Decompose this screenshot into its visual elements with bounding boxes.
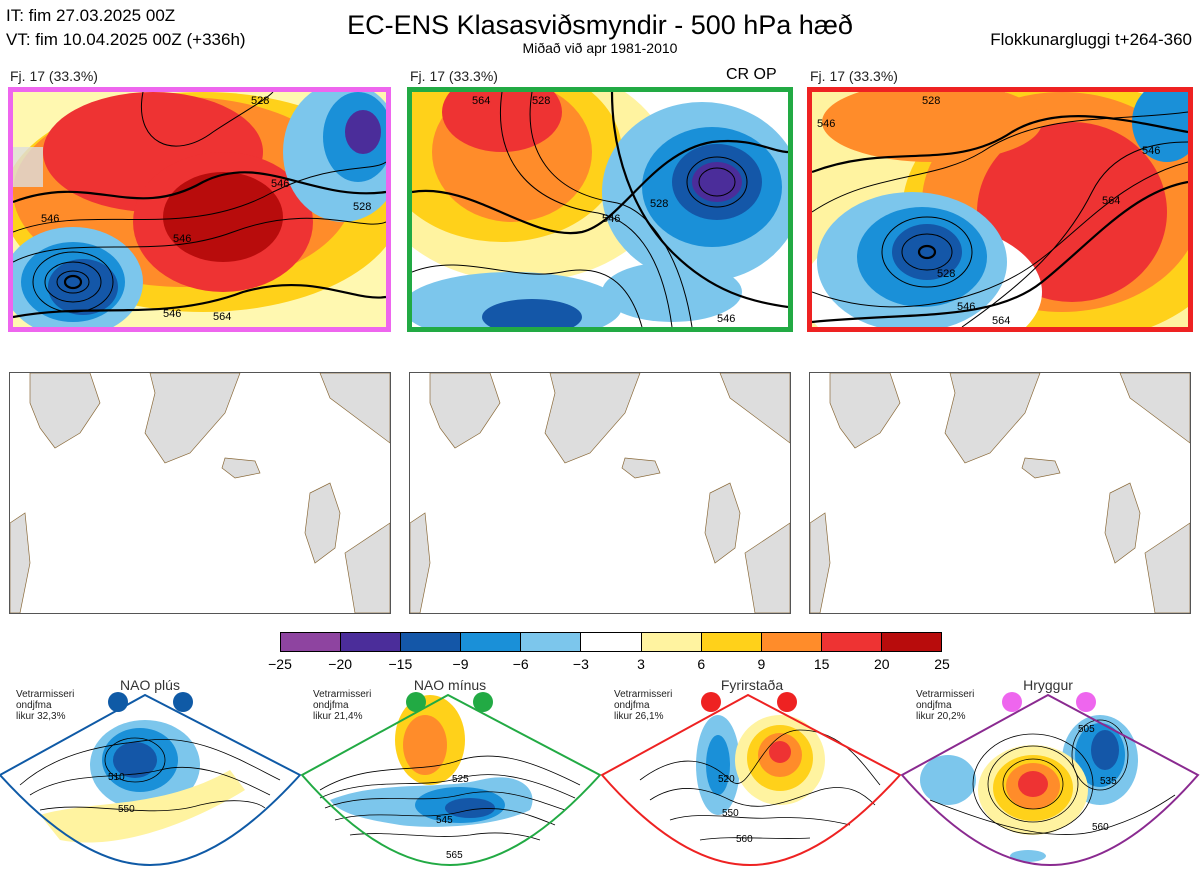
colorbar-bin [341, 633, 402, 651]
colorbar-bin [701, 633, 762, 651]
contour-label: 545 [436, 815, 453, 826]
cluster-map-3: 528 546 528 546 564 546 564 [807, 87, 1193, 332]
panel-2-label: Fj. 17 (33.3%) [410, 68, 498, 84]
contour-label: 510 [108, 772, 125, 783]
cluster-map-1: 546 528 546 546 564 546 528 [8, 87, 391, 332]
contour-label: 528 [532, 95, 550, 107]
contour-label: 546 [602, 213, 620, 225]
page-subtitle: Miðað við apr 1981-2010 [522, 40, 678, 56]
colorbar-bin [761, 633, 822, 651]
regime-note-blocking: Vetrarmisseri ondjfma likur 26,1% [614, 689, 673, 722]
regime-title-nao-minus: NAO mínus [413, 677, 487, 693]
colorbar-tick-label: 6 [697, 656, 706, 672]
contour-label: 550 [118, 804, 135, 815]
panel-1-label: Fj. 17 (33.3%) [10, 68, 98, 84]
regime-maps: 510 550 525 545 565 [0, 692, 1200, 867]
regime-note-ridge: Vetrarmisseri ondjfma likur 20,2% [916, 689, 975, 722]
colorbar-bin [641, 633, 702, 651]
regime-map-nao-plus: 510 550 [0, 692, 302, 867]
contour-label: 520 [718, 774, 735, 785]
colorbar-bin [821, 633, 882, 651]
colorbar-bin [401, 633, 462, 651]
initial-time: IT: fim 27.03.2025 00Z [6, 6, 176, 25]
contour-label: 546 [817, 118, 835, 130]
contour-label: 546 [173, 233, 191, 245]
colorbar-tick-label: 25 [934, 656, 950, 672]
basemap-1 [9, 372, 391, 614]
contour-label: 565 [446, 850, 463, 861]
regime-title-nao-plus: NAO plús [120, 677, 180, 693]
contour-label: 546 [717, 313, 735, 325]
contour-label: 564 [472, 95, 490, 107]
panel-3-label: Fj. 17 (33.3%) [810, 68, 898, 84]
contour-label: 564 [1102, 195, 1120, 207]
contour-label: 564 [992, 315, 1010, 327]
contour-label: 546 [957, 301, 975, 313]
contour-label: 528 [251, 95, 269, 107]
cluster-map-2: 564 528 546 528 546 [407, 87, 793, 332]
contour-label: 505 [1078, 724, 1095, 735]
colorbar-tick-label: 9 [757, 656, 766, 672]
colorbar-bin [281, 633, 342, 651]
colorbar-tick-label: 3 [637, 656, 645, 672]
regime-map-ridge: 505 535 560 [900, 692, 1200, 867]
valid-time: VT: fim 10.04.2025 00Z (+336h) [6, 30, 246, 49]
contour-label: 528 [937, 268, 955, 280]
regime-map-nao-minus: 525 545 565 [300, 692, 602, 867]
regime-title-blocking: Fyrirstaða [720, 677, 784, 693]
colorbar [280, 632, 942, 652]
basemap-3 [809, 372, 1191, 614]
colorbar-tick-label: −20 [328, 656, 353, 672]
page-title: EC-ENS Klasasviðsmyndir - 500 hPa hæð [347, 10, 853, 40]
colorbar-tick-label: −6 [512, 656, 529, 672]
contour-label: 546 [41, 213, 59, 225]
contour-label: 535 [1100, 776, 1117, 787]
contour-label: 546 [163, 308, 181, 320]
contour-label: 528 [650, 198, 668, 210]
contour-label: 525 [452, 774, 469, 785]
colorbar-tick-label: 15 [813, 656, 830, 672]
contour-label: 550 [722, 808, 739, 819]
colorbar-tick-label: 20 [874, 656, 890, 672]
colorbar-tick-label: −15 [388, 656, 413, 672]
colorbar-bin [881, 633, 942, 651]
contour-label: 560 [736, 834, 753, 845]
contour-label: 564 [213, 311, 231, 323]
regime-note-nao-minus: Vetrarmisseri ondjfma likur 21,4% [313, 689, 372, 722]
contour-label: 528 [353, 201, 371, 213]
colorbar-tick-label: −25 [268, 656, 292, 672]
regime-map-blocking: 520 550 560 [600, 692, 902, 867]
regime-note-nao-plus: Vetrarmisseri ondjfma likur 32,3% [16, 689, 75, 722]
cluster-window-label: Flokkunargluggi t+264-360 [990, 30, 1192, 49]
colorbar-tick-label: −3 [572, 656, 589, 672]
contour-label: 528 [922, 95, 940, 107]
colorbar-bin [461, 633, 522, 651]
colorbar-bin [581, 633, 642, 651]
contour-label: 546 [1142, 145, 1160, 157]
cr-op-label: CR OP [726, 66, 777, 83]
contour-label: 546 [271, 178, 289, 190]
regime-title-ridge: Hryggur [1023, 677, 1073, 693]
colorbar-tick-label: −9 [452, 656, 469, 672]
contour-label: 560 [1092, 822, 1109, 833]
colorbar-bin [521, 633, 582, 651]
basemap-2 [409, 372, 791, 614]
